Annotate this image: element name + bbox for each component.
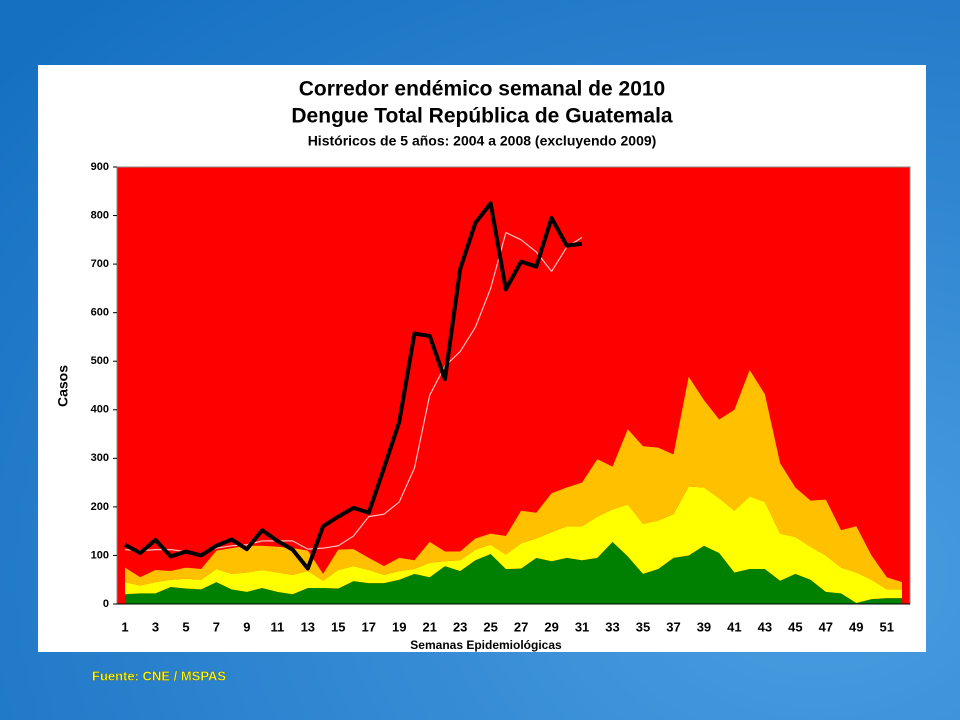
chart-title: Corredor endémico semanal de 2010 (299, 78, 666, 101)
y-tick-label: 500 (91, 355, 109, 367)
x-tick-label: 17 (362, 619, 376, 634)
x-tick-label: 27 (514, 619, 528, 634)
y-axis-label: Casos (55, 365, 71, 407)
x-tick-label: 13 (301, 619, 315, 634)
y-tick-label: 400 (91, 404, 109, 416)
y-tick-label: 600 (91, 307, 109, 319)
x-tick-label: 19 (392, 619, 406, 634)
chart-subtitle: Históricos de 5 años: 2004 a 2008 (exclu… (308, 133, 657, 149)
x-tick-label: 37 (666, 619, 680, 634)
area (125, 369, 902, 590)
x-tick-label: 35 (636, 619, 650, 634)
x-tick-label: 1 (121, 619, 128, 634)
x-tick-label: 31 (575, 619, 589, 634)
x-tick-label: 43 (758, 619, 772, 634)
x-axis-label: Semanas Epidemiológicas (410, 638, 562, 652)
x-tick-label: 21 (422, 619, 436, 634)
x-tick-label: 5 (182, 619, 189, 634)
y-tick-label: 700 (91, 258, 109, 270)
chart-subtitle: Dengue Total República de Guatemala (291, 105, 673, 128)
x-tick-label: 29 (544, 619, 558, 634)
y-tick-label: 300 (91, 452, 109, 464)
x-tick-label: 49 (849, 619, 863, 634)
y-tick-label: 200 (91, 501, 109, 513)
x-tick-label: 25 (483, 619, 497, 634)
source-note: Fuente: CNE / MSPAS (92, 668, 226, 683)
y-tick-label: 900 (91, 161, 109, 173)
line (124, 201, 583, 571)
x-tick-label: 11 (270, 619, 284, 634)
x-tick-label: 23 (453, 619, 467, 634)
x-tick-label: 33 (605, 619, 619, 634)
area (125, 541, 902, 604)
x-tick-label: 3 (152, 619, 159, 634)
x-tick-label: 41 (727, 619, 741, 634)
x-tick-label: 7 (213, 619, 220, 634)
y-tick-label: 0 (103, 598, 109, 610)
x-tick-label: 9 (243, 619, 250, 634)
y-tick-label: 800 (91, 209, 109, 221)
x-tick-label: 47 (819, 619, 833, 634)
x-tick-label: 39 (697, 619, 711, 634)
area (125, 486, 902, 604)
x-tick-label: 15 (331, 619, 345, 634)
y-tick-label: 100 (91, 549, 109, 561)
x-tick-label: 51 (880, 619, 894, 634)
x-tick-label: 45 (788, 619, 802, 634)
